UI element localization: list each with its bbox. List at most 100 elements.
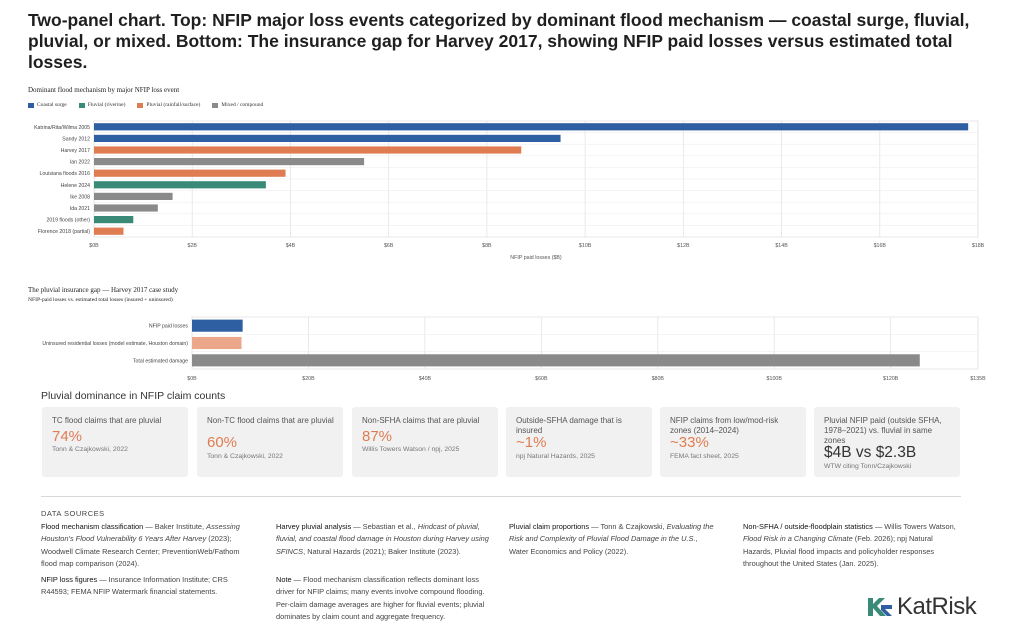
chart1-title: Dominant flood mechanism by major NFIP l… (28, 86, 180, 94)
chart1-x-tick-label: $0B (89, 243, 99, 249)
chart1-y-tick-label: Louisiana floods 2016 (40, 171, 91, 177)
chart1-bar (94, 158, 365, 166)
stat-card-label: Non-SFHA claims that are pluvial (362, 416, 480, 425)
legend-swatch (28, 102, 34, 108)
stat-card-source: Willis Towers Watson / npj, 2025 (362, 446, 460, 453)
chart1-x-tick-label: $2B (188, 243, 198, 249)
chart2-x-tick-label: $120B (883, 376, 899, 382)
chart2-bar (192, 336, 242, 350)
source-publication: Hindcast of pluvial, fluvial, and coasta… (276, 522, 489, 556)
chart1-x-axis-label: NFIP paid losses ($B) (510, 255, 562, 261)
source-entry: Note — Flood mechanism classification re… (276, 574, 491, 624)
chart1-y-tick-label: Ian 2022 (70, 160, 90, 166)
divider (41, 496, 961, 497)
page-title: Two-panel chart. Top: NFIP major loss ev… (28, 10, 970, 72)
stat-card-value: 87% (362, 428, 393, 445)
source-title: Harvey pluvial analysis (276, 522, 352, 531)
chart2-y-tick-label: Total estimated damage (133, 358, 188, 364)
stat-card-source: npj Natural Hazards, 2025 (516, 453, 595, 460)
chart1-y-tick-label: Harvey 2017 (61, 148, 91, 154)
chart1-x-tick-label: $8B (482, 243, 492, 249)
chart1-bar (94, 169, 286, 177)
stat-card-source: FEMA fact sheet, 2025 (670, 453, 739, 460)
chart1-y-tick-label: Katrina/Rita/Wilma 2005 (34, 125, 90, 131)
chart2-x-tick-label: $135B (970, 376, 986, 382)
stat-card: TC flood claims that are pluvial 74% Tonn … (42, 407, 188, 477)
legend-item-pluvial: Pluvial (rainfall/surface) (137, 102, 200, 108)
chart2-y-tick-label: Uninsured residential losses (model esti… (42, 341, 188, 347)
stat-card-value: $4B vs $2.3B (824, 444, 917, 461)
katrisk-logo-text: KatRisk (897, 593, 977, 620)
chart2-y-tick-label: NFIP paid losses (149, 324, 189, 330)
source-title: Pluvial claim proportions (509, 522, 590, 531)
chart1-bar (94, 192, 173, 200)
legend-label: Fluvial (riverine) (87, 102, 126, 108)
source-entry: Non-SFHA / outside-floodplain statistics… (743, 521, 958, 571)
source-text: (2023); Woodwell Climate Research Center… (41, 534, 240, 569)
chart1-x-tick-label: $4B (286, 243, 296, 249)
legend-label: Coastal surge (37, 102, 67, 108)
chart2-title: The pluvial insurance gap — Harvey 2017 … (28, 286, 179, 294)
chart2-x-tick-label: $80B (652, 376, 665, 382)
stats-heading: Pluvial dominance in NFIP claim counts (41, 390, 226, 402)
source-publication: Assessing Houston's Flood Vulnerability … (41, 522, 240, 544)
stat-card-source: Tonn & Czajkowski, 2022 (207, 453, 283, 460)
stat-card-label: Pluvial NFIP paid (outside SFHA, 1978–20… (824, 416, 942, 445)
chart1-x-tick-label: $12B (677, 243, 690, 249)
chart2-x-tick-label: $40B (419, 376, 432, 382)
stat-card-value: 60% (207, 434, 238, 451)
chart1-x-tick-label: $6B (384, 243, 394, 249)
stat-card-value: 74% (52, 428, 83, 445)
legend-item-coastal: Coastal surge (28, 102, 67, 108)
legend-swatch (137, 102, 144, 108)
chart1-bar (94, 216, 134, 224)
source-title: Non-SFHA / outside-floodplain statistics (743, 522, 873, 531)
chart1-x-tick-label: $16B (874, 243, 887, 249)
chart2-x-tick-label: $0B (187, 376, 197, 382)
katrisk-logo-mark-icon (868, 598, 892, 616)
chart2-subtitle: NFIP-paid losses vs. estimated total los… (28, 297, 173, 303)
source-text: — Insurance Information Institute; CRS R… (41, 575, 228, 597)
source-text: — Sebastian et al., (351, 522, 418, 531)
chart1-bar (94, 146, 522, 154)
stat-card: Non-TC flood claims that are pluvial 60% T… (197, 407, 343, 477)
chart1-y-tick-label: Florence 2018 (partial) (38, 229, 90, 235)
legend-label: Mixed / compound (221, 102, 264, 108)
chart1-plot-area (93, 120, 979, 238)
source-entry: NFIP loss figures — Insurance Informatio… (41, 574, 246, 599)
stat-card: NFIP claims from low/mod-risk zones (201… (660, 407, 806, 477)
source-publication: Evaluating the Risk and Complexity of Pl… (509, 522, 714, 544)
katrisk-logo: KatRisk (866, 593, 977, 621)
chart1-bar (94, 134, 561, 142)
legend-item-fluvial: Fluvial (riverine) (78, 102, 126, 108)
chart1-bar (94, 204, 158, 212)
stat-card-source: WTW citing Tonn/Czajkowski (824, 463, 912, 470)
source-text: , Natural Hazards (2021); Baker Institut… (303, 546, 461, 556)
stat-card-value: ~33% (670, 434, 709, 451)
stat-card-value: ~1% (516, 434, 547, 451)
stat-card-label: NFIP claims from low/mod-risk zones (201… (670, 416, 779, 435)
chart2-plot-area (191, 316, 979, 370)
sources-heading: DATA SOURCES (41, 509, 105, 518)
chart1-y-tick-label: Helene 2024 (61, 183, 91, 189)
chart1-bar (94, 123, 969, 131)
chart1-legend: Coastal surge Fluvial (riverine) Pluvial… (28, 102, 263, 108)
chart1-x-tick-label: $10B (579, 243, 592, 249)
chart1-y-tick-label: Ida 2021 (70, 206, 90, 212)
source-entry: Pluvial claim proportions — Tonn & Czajk… (509, 521, 714, 558)
source-text: — Baker Institute, (143, 522, 207, 531)
chart1-x-tick-label: $18B (972, 243, 985, 249)
chart2-bar (192, 319, 243, 332)
chart1-bar (94, 227, 124, 235)
chart1-y-tick-label: Ike 2008 (70, 194, 90, 200)
source-title: Note (276, 575, 292, 584)
source-title: NFIP loss figures (41, 575, 98, 584)
source-publication: Flood Risk in a Changing Climate (743, 534, 853, 544)
legend-label: Pluvial (rainfall/surface) (146, 102, 201, 108)
stat-card-source: Tonn & Czajkowski, 2022 (52, 446, 128, 453)
chart2-x-tick-label: $60B (535, 376, 548, 382)
chart2-bar (192, 354, 920, 367)
stat-card-label: TC flood claims that are pluvial (52, 416, 162, 425)
legend-swatch (212, 102, 219, 108)
chart1-y-tick-label: 2019 floods (other) (46, 218, 90, 224)
